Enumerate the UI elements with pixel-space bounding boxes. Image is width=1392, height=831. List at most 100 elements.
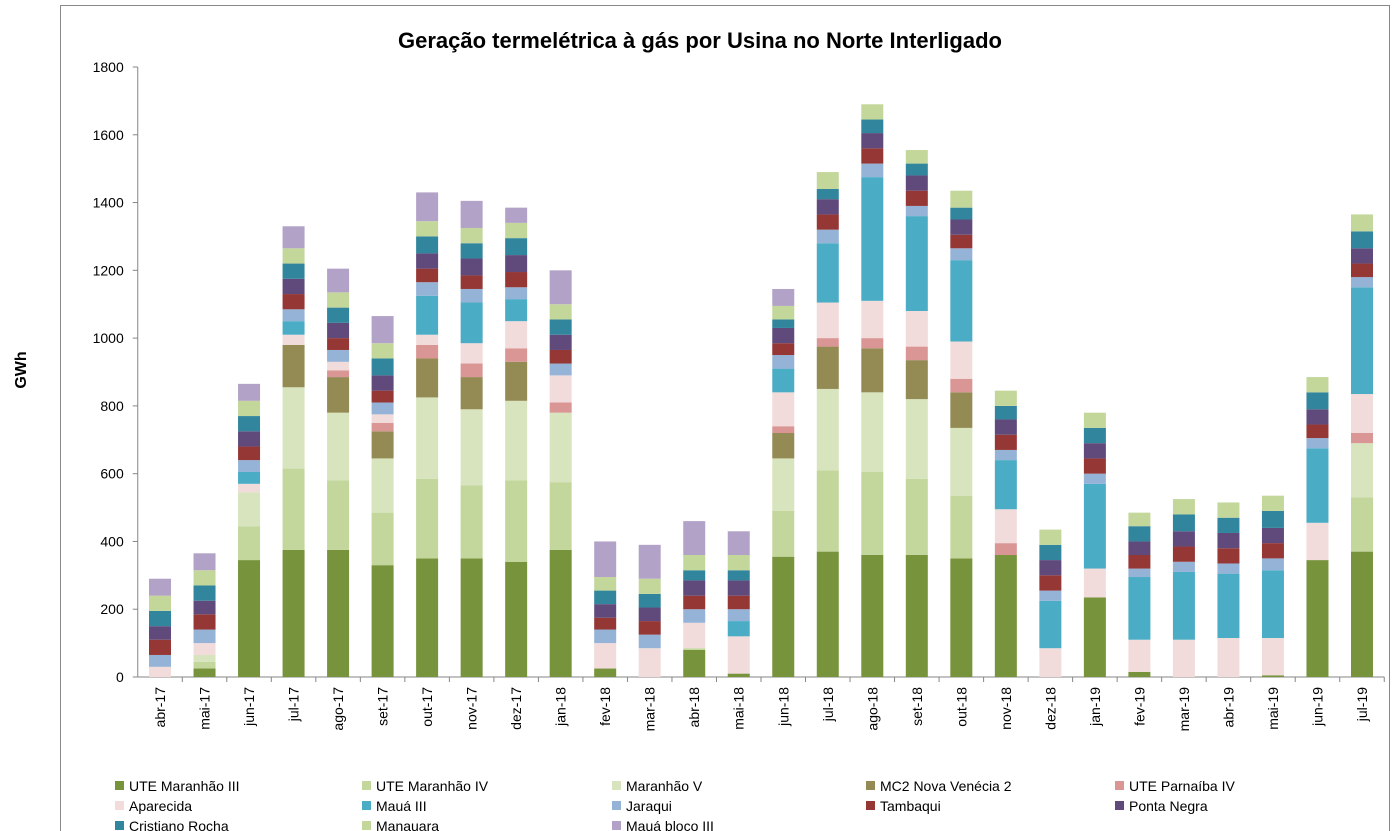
bar-segment xyxy=(460,377,483,410)
bar-segment xyxy=(505,561,528,677)
bar-segment xyxy=(193,643,216,655)
bar-segment xyxy=(460,243,483,259)
legend-swatch xyxy=(362,801,371,810)
bar-segment xyxy=(282,387,305,469)
bar-segment xyxy=(816,302,839,339)
bar-segment xyxy=(1306,377,1329,393)
x-tick-label: set-17 xyxy=(375,687,391,726)
legend-swatch xyxy=(612,801,621,810)
bar-segment xyxy=(327,370,350,378)
bar-segment xyxy=(1217,573,1240,639)
bar-segment xyxy=(1306,560,1329,677)
bar-segment xyxy=(727,531,750,555)
legend-label: UTE Parnaíba IV xyxy=(1129,778,1235,794)
bar-segment xyxy=(1039,590,1062,601)
bar-segment xyxy=(460,363,483,378)
x-tick-label: jul-19 xyxy=(1354,687,1370,722)
bar-segment xyxy=(282,344,305,388)
bar-segment xyxy=(905,555,928,677)
bar-segment xyxy=(905,478,928,555)
bar-segment xyxy=(905,205,928,217)
bar-segment xyxy=(1128,526,1151,542)
bar-segment xyxy=(282,294,305,310)
bar-segment xyxy=(416,334,439,345)
bar-segment xyxy=(193,600,216,615)
bar-segment xyxy=(772,327,795,344)
legend-label: Mauá III xyxy=(376,798,427,814)
bar-segment xyxy=(683,648,706,650)
legend-label: UTE Maranhão IV xyxy=(376,778,489,794)
chart-title: Geração termelétrica à gás por Usina no … xyxy=(398,28,1002,53)
bar-segment xyxy=(327,338,350,350)
bar-segment xyxy=(371,512,394,566)
bar-segment xyxy=(1128,512,1151,527)
bar-segment xyxy=(950,207,973,220)
bar-segment xyxy=(638,578,661,594)
x-tick-label: jan-19 xyxy=(1087,687,1103,727)
bar-segment xyxy=(683,595,706,610)
bar-segment xyxy=(1172,514,1195,532)
bar-segment xyxy=(549,270,572,305)
bar-segment xyxy=(1261,495,1284,511)
bar-segment xyxy=(149,595,172,611)
bar-segment xyxy=(460,302,483,344)
bar-segment xyxy=(549,549,572,677)
bar-segment xyxy=(1261,510,1284,528)
bar-segment xyxy=(327,412,350,481)
bar-segment xyxy=(416,478,439,559)
bar-segment xyxy=(1083,443,1106,459)
bar-segment xyxy=(549,375,572,403)
bar-segment xyxy=(416,192,439,222)
bar-segment xyxy=(1261,638,1284,676)
bar-segment xyxy=(727,595,750,610)
bar-segment xyxy=(416,236,439,254)
bar-segment xyxy=(1039,529,1062,545)
bar-segment xyxy=(994,390,1017,406)
bar-segment xyxy=(1350,497,1373,552)
bar-segment xyxy=(238,416,261,432)
bar-segment xyxy=(238,483,261,493)
bar-segment xyxy=(193,570,216,586)
bar-segment xyxy=(772,305,795,320)
bar-segment xyxy=(1128,568,1151,578)
bar-segment xyxy=(282,468,305,550)
bar-segment xyxy=(594,577,617,591)
bar-segment xyxy=(1217,532,1240,549)
bar-segment xyxy=(638,607,661,622)
bar-segment xyxy=(327,377,350,413)
bar-segment xyxy=(1039,648,1062,677)
bar-segment xyxy=(1128,577,1151,640)
bar-segment xyxy=(193,661,216,669)
bar-segment xyxy=(816,214,839,230)
bar-segment xyxy=(505,272,528,288)
y-tick-label: 800 xyxy=(100,398,124,414)
bar-segment xyxy=(816,172,839,189)
bar-segment xyxy=(772,510,795,557)
x-tick-label: jun-18 xyxy=(775,687,791,727)
x-tick-label: jun-19 xyxy=(1309,687,1325,727)
x-tick-label: jan-18 xyxy=(553,687,569,727)
bar-segment xyxy=(861,471,884,555)
bar-segment xyxy=(638,544,661,579)
y-tick-label: 600 xyxy=(100,466,124,482)
legend-swatch xyxy=(115,781,124,790)
bar-segment xyxy=(772,433,795,459)
bar-segment xyxy=(905,346,928,361)
bar-segment xyxy=(816,199,839,215)
bar-segment xyxy=(1083,483,1106,569)
bar-segment xyxy=(950,558,973,677)
bar-segment xyxy=(950,260,973,342)
bar-segment xyxy=(1350,394,1373,433)
bar-segment xyxy=(594,629,617,644)
bar-segment xyxy=(416,358,439,398)
bar-segment xyxy=(1306,392,1329,410)
bar-segment xyxy=(950,341,973,379)
bar-segment xyxy=(816,346,839,389)
bar-segment xyxy=(1306,522,1329,561)
x-tick-label: abr-19 xyxy=(1220,687,1236,728)
bar-segment xyxy=(594,604,617,618)
bar-segment xyxy=(193,614,216,630)
x-tick-label: ago-17 xyxy=(330,687,346,731)
bar-segment xyxy=(905,216,928,311)
bar-segment xyxy=(282,321,305,335)
